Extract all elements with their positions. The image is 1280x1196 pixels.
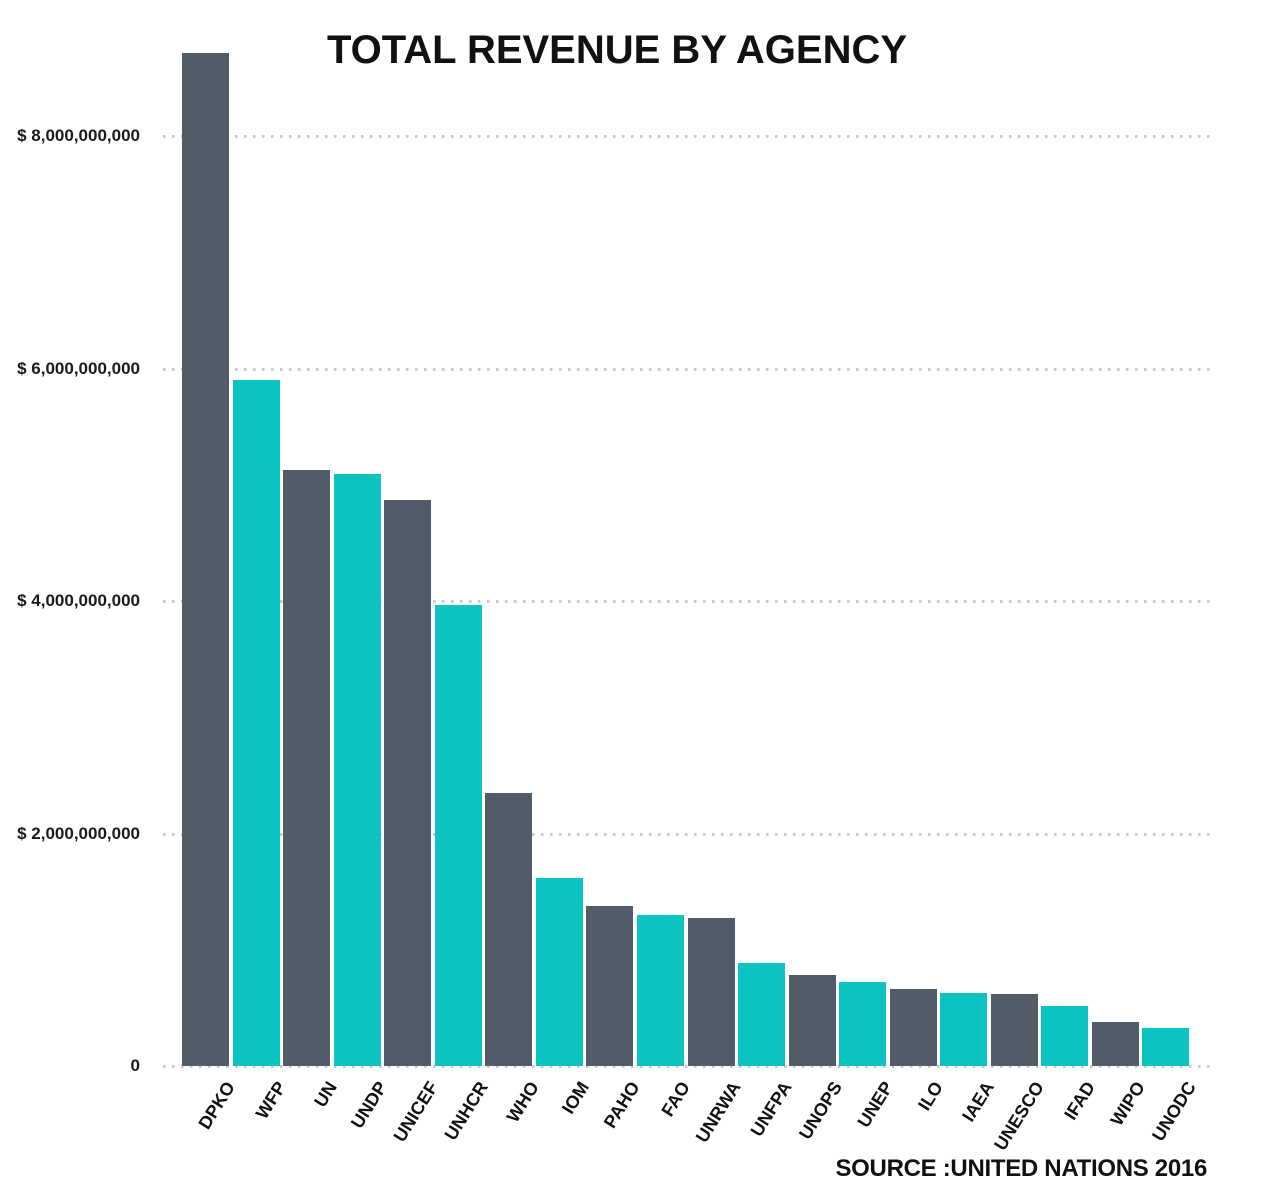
gridline xyxy=(163,135,1210,138)
x-label-ilo: ILO xyxy=(914,1078,948,1115)
gridline xyxy=(163,1065,1210,1068)
x-label-fao: FAO xyxy=(657,1078,695,1120)
x-label-wipo: WIPO xyxy=(1106,1078,1150,1130)
bar-unep xyxy=(839,982,887,1066)
bar-unhcr xyxy=(434,604,482,1066)
x-label-iom: IOM xyxy=(558,1078,594,1118)
y-tick-label: $ 4,000,000,000 xyxy=(17,591,140,610)
bar-unesco xyxy=(990,993,1038,1066)
y-tick-label: 0 xyxy=(130,1056,140,1075)
x-label-unep: UNEP xyxy=(853,1078,897,1132)
bar-iom xyxy=(535,877,583,1066)
x-label-unicef: UNICEF xyxy=(389,1078,442,1146)
bar-unops xyxy=(788,975,836,1066)
x-label-unfpa: UNFPA xyxy=(746,1078,796,1141)
x-label-who: WHO xyxy=(502,1078,543,1126)
bar-wipo xyxy=(1091,1021,1139,1066)
bar-paho xyxy=(586,905,634,1066)
x-label-wfp: WFP xyxy=(251,1078,291,1123)
x-label-unesco: UNESCO xyxy=(990,1078,1049,1154)
source-note: SOURCE :UNITED NATIONS 2016 xyxy=(835,1155,1207,1182)
x-label-unrwa: UNRWA xyxy=(692,1078,745,1146)
x-label-unhcr: UNHCR xyxy=(440,1078,493,1144)
bar-un xyxy=(283,469,331,1066)
bar-fao xyxy=(636,914,684,1066)
bar-iaea xyxy=(940,992,988,1066)
x-label-unodc: UNODC xyxy=(1147,1078,1200,1145)
bar-wfp xyxy=(232,380,280,1066)
bar-dpko xyxy=(182,53,229,1066)
x-label-paho: PAHO xyxy=(600,1078,644,1132)
bar-ilo xyxy=(889,989,937,1066)
gridline xyxy=(163,600,1210,603)
x-label-unops: UNOPS xyxy=(795,1078,847,1143)
gridline xyxy=(163,832,1210,836)
gridline xyxy=(163,367,1210,371)
bar-unfpa xyxy=(738,962,786,1066)
x-label-iaea: IAEA xyxy=(957,1078,998,1126)
bar-who xyxy=(485,792,533,1066)
bar-ifad xyxy=(1041,1005,1089,1066)
y-tick-label: $ 6,000,000,000 xyxy=(17,358,140,378)
x-label-ifad: IFAD xyxy=(1060,1078,1099,1124)
bar-undp xyxy=(333,474,381,1066)
y-tick-label: $ 2,000,000,000 xyxy=(17,823,140,843)
y-tick-label: $ 8,000,000,000 xyxy=(17,126,140,145)
bar-unicef xyxy=(384,499,432,1066)
x-label-undp: UNDP xyxy=(347,1078,392,1132)
x-label-dpko: DPKO xyxy=(194,1078,240,1133)
x-label-un: UN xyxy=(309,1078,341,1111)
bar-unrwa xyxy=(687,918,735,1066)
chart-title: TOTAL REVENUE BY AGENCY xyxy=(326,28,908,72)
bar-unodc xyxy=(1142,1027,1190,1066)
